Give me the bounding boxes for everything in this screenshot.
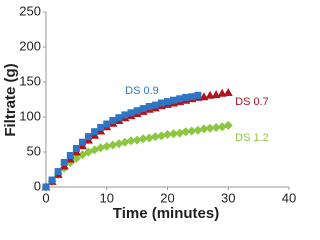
marker [114,139,124,149]
y-tick-label: 200 [19,38,41,53]
y-tick-label: 100 [19,108,41,123]
x-axis-title: Time (minutes) [113,205,219,222]
marker [42,183,50,191]
marker [78,138,86,146]
marker [151,101,159,109]
marker [156,131,166,141]
series-label: DS 0.7 [235,96,269,108]
marker [138,134,148,144]
marker [164,98,171,106]
chart: Time (minutes) Filtrate (g) 050100150200… [2,3,296,222]
marker [182,93,190,101]
marker [223,88,233,96]
marker [126,136,136,146]
marker [91,128,99,136]
y-tick-label: 250 [19,3,41,18]
marker [193,125,203,135]
y-tick-label: 150 [19,73,41,88]
marker [133,107,141,115]
series-label: DS 1.2 [235,132,269,144]
marker [127,109,135,117]
marker [217,122,227,132]
marker [205,90,215,99]
marker [169,129,179,139]
marker [108,140,118,150]
marker [72,145,80,152]
marker [211,123,221,132]
marker [163,130,172,139]
marker [109,117,117,124]
marker [199,124,209,134]
marker [157,99,165,107]
x-tick-label: 0 [42,190,49,205]
marker [66,152,74,159]
marker [150,132,160,142]
marker [54,168,62,176]
marker [217,88,227,97]
marker [115,114,123,122]
marker [175,128,185,138]
marker [102,141,112,151]
y-tick-label: 0 [34,178,41,193]
marker [170,96,178,104]
x-tick-label: 20 [160,190,174,205]
x-tick-label: 40 [282,190,296,205]
marker [223,120,233,130]
x-tick-label: 10 [100,190,114,205]
marker [145,103,153,110]
marker [103,120,111,128]
marker [188,93,196,101]
marker [132,135,142,145]
marker [120,137,130,147]
marker [71,153,81,163]
marker [85,133,93,141]
marker [176,95,184,103]
marker [48,176,56,184]
y-axis-title: Filtrate (g) [2,63,19,136]
y-tick-label: 50 [27,143,41,158]
x-tick-label: 30 [221,190,235,205]
marker [60,159,68,166]
marker [144,133,154,143]
marker [194,91,202,99]
marker [96,143,106,153]
series-label: DS 0.9 [125,85,159,97]
marker [187,126,197,136]
marker [181,127,191,137]
marker [97,124,105,131]
marker [205,123,215,133]
marker [121,111,129,119]
marker [139,105,147,113]
